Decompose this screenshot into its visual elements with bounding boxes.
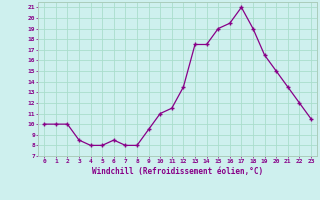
X-axis label: Windchill (Refroidissement éolien,°C): Windchill (Refroidissement éolien,°C) [92, 167, 263, 176]
